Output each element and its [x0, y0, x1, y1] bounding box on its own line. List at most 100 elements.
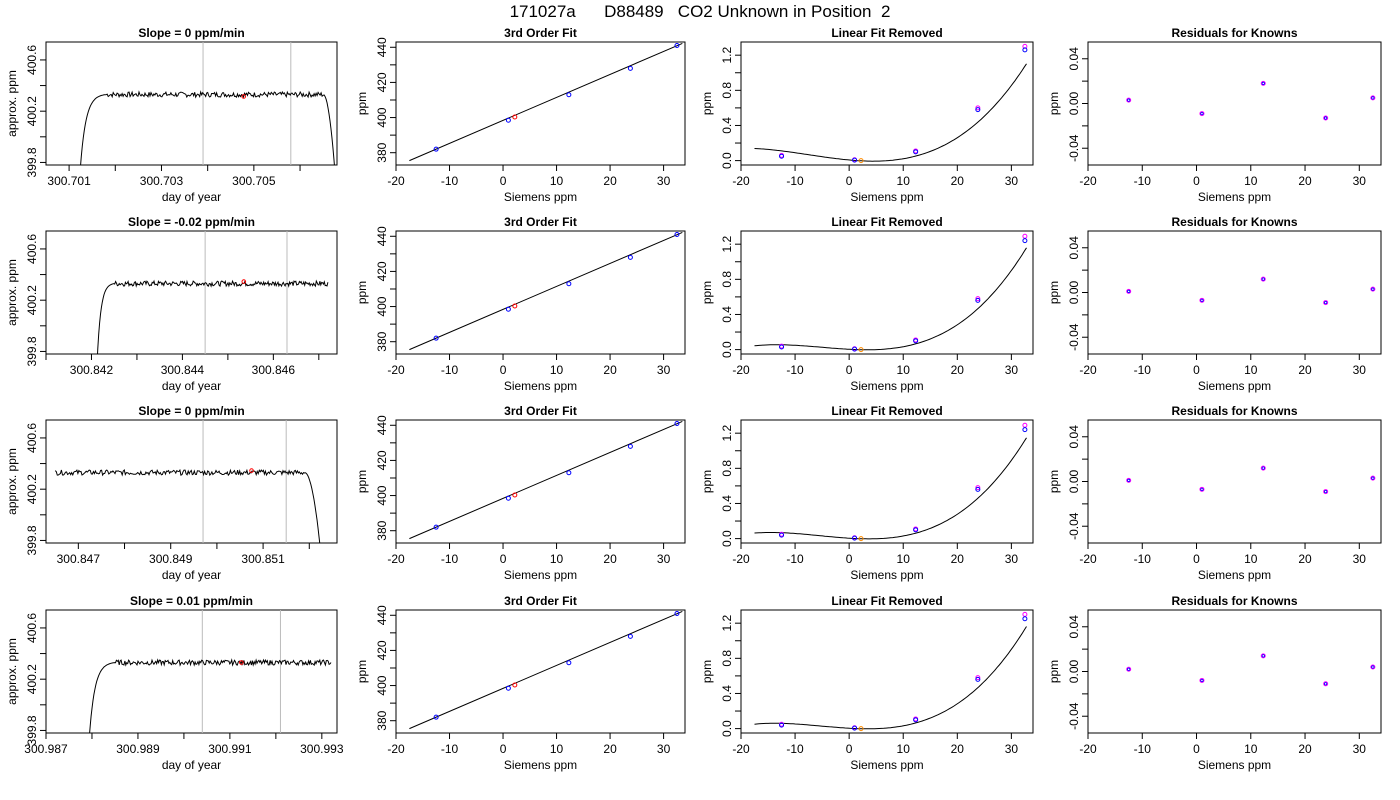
x-tick-label: 20	[951, 742, 965, 756]
residual-point	[1127, 478, 1131, 482]
y-tick-label: 440	[375, 605, 389, 625]
plot-frame	[45, 609, 338, 734]
x-tick-label: 0	[1193, 363, 1200, 377]
reference-point	[1022, 233, 1028, 239]
y-tick-label: 0.0	[720, 530, 734, 547]
reference-point	[975, 485, 981, 491]
residual-point	[1324, 489, 1328, 494]
known-point	[505, 685, 511, 691]
x-tick-label: 10	[1244, 742, 1258, 756]
x-tick-label: 10	[897, 552, 911, 566]
x-tick-label: 20	[1298, 552, 1312, 566]
residual-point	[1371, 476, 1375, 480]
x-tick-label: 20	[1298, 363, 1312, 377]
x-tick-label: 30	[1353, 363, 1367, 377]
x-tick-label: 10	[1244, 363, 1258, 377]
x-tick-label: -20	[732, 742, 750, 756]
x-tick-label: 0	[500, 742, 507, 756]
panel-linear-row-1: Linear Fit Removed -20 -10 0 10 20 30 0.0 0.4 0.8…	[700, 26, 1034, 204]
x-tick-label: 0	[1193, 742, 1200, 756]
residual-point	[1261, 277, 1265, 281]
fit-curve	[754, 437, 1027, 540]
known-point	[566, 660, 572, 666]
x-tick-label: 300.993	[300, 742, 344, 756]
residual-point	[1127, 98, 1131, 102]
y-tick-label: 420	[375, 450, 389, 470]
y-tick-label: 1.2	[720, 615, 734, 632]
y-tick-label: 380	[375, 142, 389, 162]
x-tick-label: -10	[1134, 552, 1152, 566]
plot-area	[754, 611, 1028, 732]
x-tick-label: 20	[1298, 174, 1312, 188]
plot-frame	[45, 230, 338, 355]
y-tick-label: 440	[375, 226, 389, 246]
x-tick-label: 300.703	[140, 174, 184, 188]
trace-line	[89, 658, 332, 733]
y-tick-label: 400	[375, 107, 389, 127]
y-tick-label: 440	[375, 37, 389, 57]
y-tick-label: 420	[375, 261, 389, 281]
residual-point	[1371, 96, 1375, 100]
x-axis-label: Siemens ppm	[1198, 190, 1271, 204]
y-axis-label: ppm	[700, 281, 714, 304]
panel-resid-row-2: Residuals for Knowns -20 -10 0 10 20 30 -0.04 0.…	[1047, 215, 1382, 393]
plot-frame	[740, 230, 1034, 355]
y-tick-label: 0.04	[1067, 47, 1081, 71]
y-axis-label: ppm	[1047, 660, 1061, 683]
y-tick-label: 399.8	[25, 147, 39, 177]
y-tick-label: 400	[375, 675, 389, 695]
x-axis-label: Siemens ppm	[504, 379, 577, 393]
x-tick-label: 0	[1193, 174, 1200, 188]
y-axis-label: ppm	[1047, 470, 1061, 493]
y-tick-label: 0.8	[720, 271, 734, 288]
x-axis-label: Siemens ppm	[504, 568, 577, 582]
y-tick-label: 0.00	[1067, 469, 1081, 493]
panel-timeseries-row-3: Slope = 0 ppm/min 300.847 300.849 300.851 39…	[5, 404, 338, 582]
y-axis-label: approx. ppm	[5, 259, 19, 326]
y-tick-label: 400.6	[25, 613, 39, 643]
plot-area	[1126, 80, 1376, 121]
residual-point	[1371, 665, 1375, 669]
panel-title: Slope = 0 ppm/min	[138, 26, 244, 40]
x-tick-label: 10	[550, 552, 564, 566]
y-tick-label: 400.2	[25, 474, 39, 504]
x-tick-label: -20	[1079, 363, 1097, 377]
plot-frame	[1087, 609, 1382, 734]
y-axis-label: ppm	[1047, 92, 1061, 115]
y-tick-label: 400.2	[25, 96, 39, 126]
unknown-point	[512, 114, 518, 120]
plot-frame	[395, 609, 686, 734]
residual-point	[1200, 487, 1204, 491]
reference-point	[1022, 611, 1028, 617]
y-tick-label: 400.6	[25, 45, 39, 75]
x-tick-label: 30	[1005, 552, 1019, 566]
unknown-point	[241, 279, 247, 284]
x-tick-label: -10	[1134, 174, 1152, 188]
panel-fit3-row-4: 3rd Order Fit -20 -10 0 10 20 30 380 400 420 440 Si…	[355, 594, 686, 772]
residual-point-outer	[1260, 276, 1266, 282]
x-axis-label: Siemens ppm	[850, 568, 923, 582]
x-tick-label: 10	[1244, 174, 1258, 188]
known-point	[852, 725, 858, 731]
residual-point-outer	[1199, 486, 1205, 492]
x-tick-label: -10	[786, 552, 804, 566]
known-point	[505, 495, 511, 501]
panel-title: Linear Fit Removed	[831, 215, 942, 229]
plot-area	[1126, 465, 1376, 495]
reference-point	[975, 105, 981, 111]
fit-line	[409, 231, 683, 351]
x-tick-label: 0	[846, 742, 853, 756]
plot-area	[80, 42, 335, 165]
x-tick-label: -10	[786, 363, 804, 377]
panel-resid-row-4: Residuals for Knowns -20 -10 0 10 20 30 -0.04 0.…	[1047, 594, 1382, 772]
unknown-point	[858, 726, 864, 732]
x-tick-label: 300.987	[24, 742, 68, 756]
known-point	[627, 443, 633, 449]
x-tick-label: 20	[951, 174, 965, 188]
x-tick-label: 0	[1193, 552, 1200, 566]
residual-point	[1261, 654, 1265, 658]
plot-area	[409, 42, 683, 162]
plot-area	[409, 231, 683, 351]
residual-point	[1261, 81, 1265, 85]
x-tick-label: -10	[786, 742, 804, 756]
